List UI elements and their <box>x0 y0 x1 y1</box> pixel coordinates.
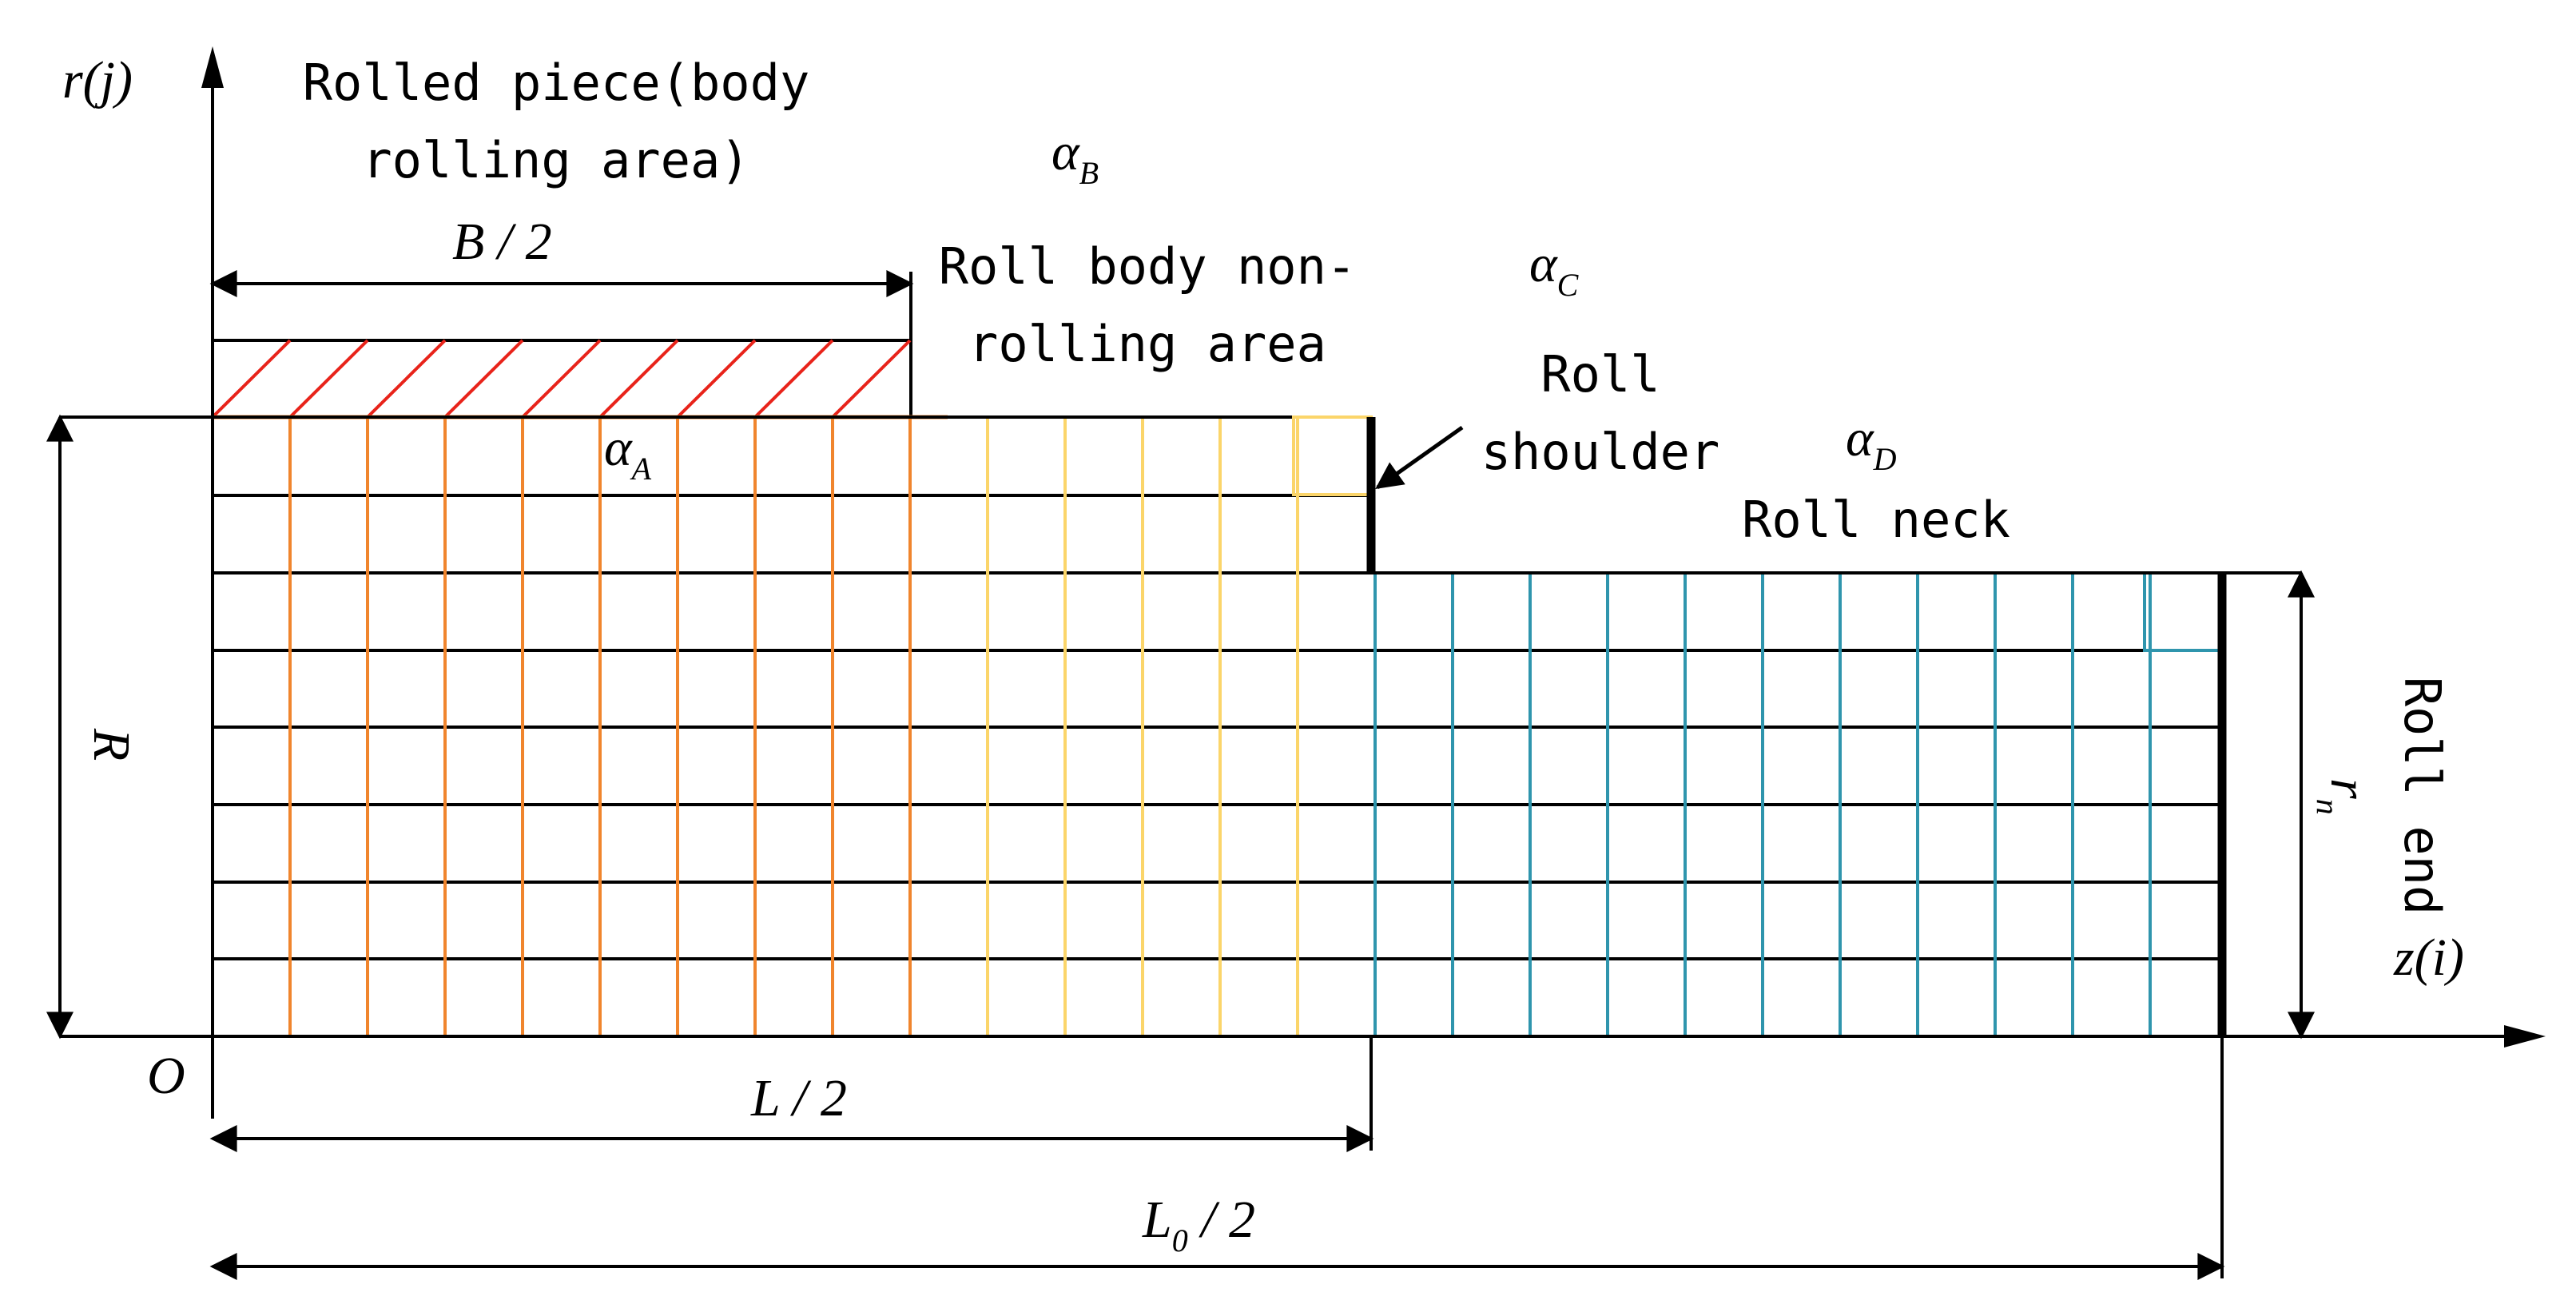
roll-outline <box>60 415 2301 1036</box>
hatch-line <box>831 339 912 419</box>
shoulder-pointer <box>1375 425 1464 490</box>
mesh-grid <box>213 415 2224 1036</box>
alpha-b-label: αB <box>1051 123 1099 191</box>
zone-c-corner-cell <box>1292 415 1373 496</box>
rolled-piece-hatch <box>211 339 912 419</box>
l-half-label: L / 2 <box>750 1069 847 1127</box>
alpha-d-label: αD <box>1846 409 1897 477</box>
radius-label: R <box>82 728 141 761</box>
hatch-line <box>211 339 292 419</box>
shoulder-label-line1: Roll <box>1540 345 1660 404</box>
hatch-line <box>443 339 524 419</box>
hatch-line <box>288 339 369 419</box>
b-half-label: B / 2 <box>452 213 552 271</box>
hatch-line <box>366 339 447 419</box>
hatch-line <box>676 339 757 419</box>
non-rolling-label-line2: rolling area <box>968 315 1326 373</box>
rolled-piece-label-line2: rolling area) <box>362 131 749 189</box>
labels: r(j) z(i) O Rolled piece(body rolling ar… <box>62 51 2464 1258</box>
horizontal-axis-arrow <box>2504 1025 2546 1048</box>
horizontal-axis-label: z(i) <box>2393 928 2464 987</box>
hatch-line <box>753 339 834 419</box>
neck-radius-label: rn <box>2310 778 2378 815</box>
shoulder-label-line2: shoulder <box>1481 423 1720 481</box>
l0-half-label: L0 / 2 <box>1142 1191 1255 1258</box>
vertical-axis-arrow <box>201 46 224 88</box>
origin-label: O <box>147 1047 185 1105</box>
hatch-line <box>521 339 602 419</box>
end-label: Roll end <box>2393 677 2451 916</box>
axes <box>60 46 2546 1119</box>
zone-d-corner-cell <box>2143 571 2224 652</box>
rolled-piece-label-line1: Rolled piece(body <box>303 54 810 112</box>
hatch-line <box>598 339 679 419</box>
vertical-axis-label: r(j) <box>62 51 133 109</box>
alpha-a-label: αA <box>604 419 652 487</box>
neck-label: Roll neck <box>1742 491 2010 549</box>
dimension-lines <box>46 270 2315 1280</box>
non-rolling-label-line1: Roll body non- <box>939 237 1357 296</box>
alpha-c-label: αC <box>1529 235 1580 303</box>
